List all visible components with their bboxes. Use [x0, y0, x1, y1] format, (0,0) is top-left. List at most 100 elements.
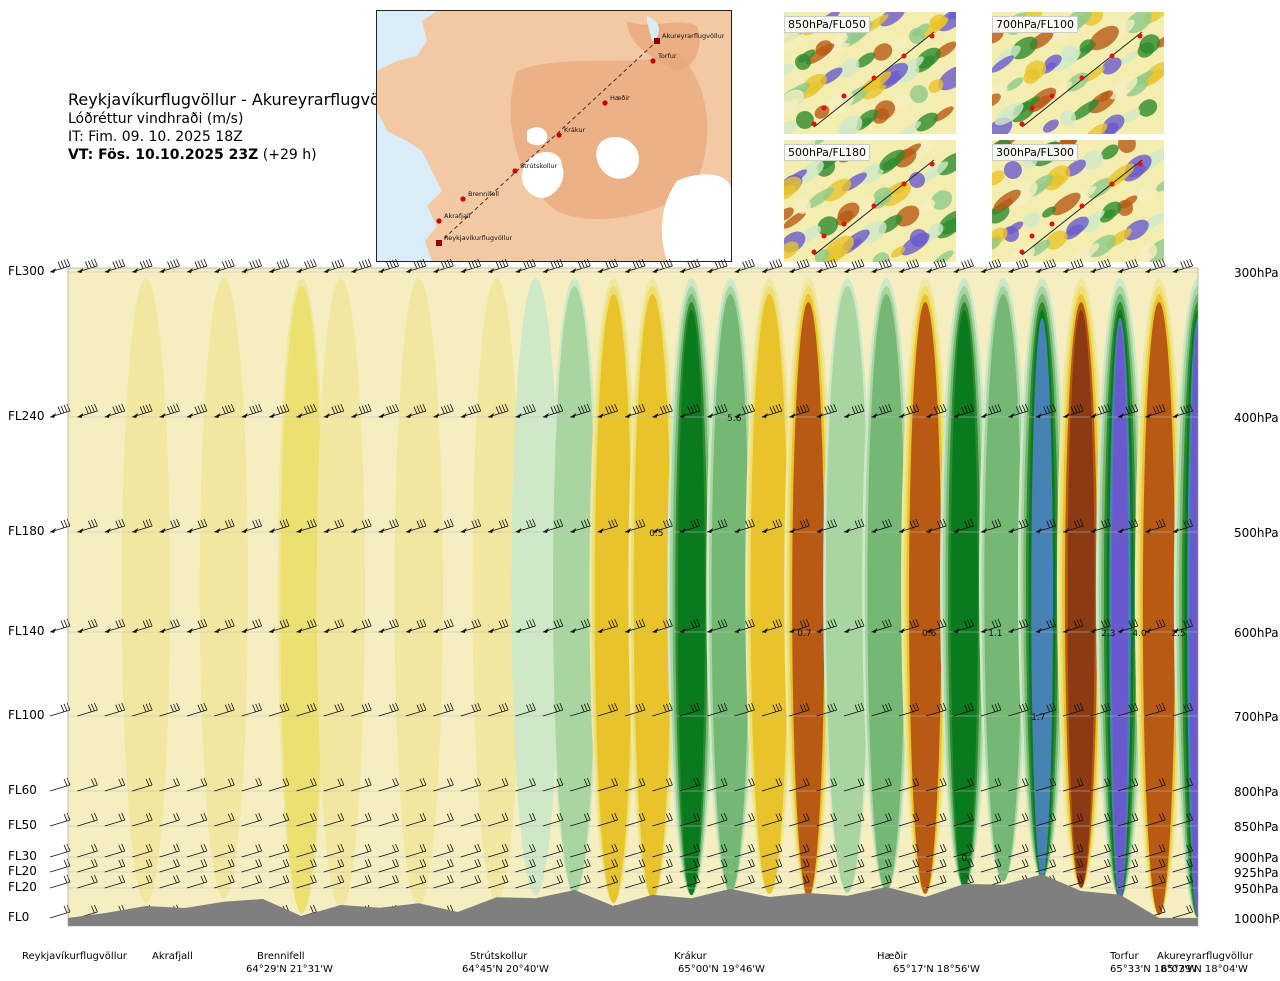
- wind-barb: [734, 858, 755, 873]
- barb-feather: [805, 777, 810, 786]
- barb-pennant: [980, 528, 987, 533]
- barb-feather: [252, 260, 257, 268]
- barb-pennant: [50, 528, 56, 533]
- barb-feather: [939, 859, 944, 868]
- wind-barb: [1008, 702, 1029, 717]
- barb-feather: [255, 844, 260, 853]
- station-name: Akrafjall: [152, 951, 193, 962]
- wind-barb: [1090, 702, 1111, 717]
- barb-feather: [1024, 843, 1029, 852]
- barb-feather: [641, 812, 646, 821]
- barb-feather: [799, 520, 804, 528]
- barb-feather: [1079, 618, 1084, 627]
- barb-feather: [611, 404, 615, 413]
- wind-barb: [351, 858, 372, 873]
- barb-feather: [888, 812, 892, 821]
- barb-feather: [145, 519, 150, 528]
- barb-feather: [888, 843, 892, 852]
- wind-barb: [1090, 403, 1111, 418]
- barb-feather: [142, 405, 147, 413]
- barb-feather: [748, 703, 752, 712]
- panel-label: 700hPa/FL100: [992, 16, 1079, 33]
- barb-feather: [115, 520, 120, 528]
- wind-barb: [159, 777, 180, 792]
- barb-feather: [559, 812, 564, 821]
- wind-barb: [597, 403, 618, 418]
- barb-feather: [666, 619, 670, 628]
- wind-barb: [871, 258, 892, 273]
- barb-feather: [1155, 704, 1160, 712]
- barb-feather: [176, 858, 180, 867]
- barb-feather: [1049, 844, 1054, 853]
- barb-feather: [882, 620, 886, 628]
- barb-feather: [1021, 519, 1026, 528]
- barb-feather: [422, 874, 427, 883]
- barb-feather: [559, 843, 564, 852]
- wind-barb: [871, 874, 892, 889]
- barb-feather: [1104, 259, 1108, 268]
- barb-feather: [830, 519, 835, 528]
- wind-barb: [871, 618, 892, 633]
- barb-feather: [1076, 404, 1081, 413]
- barb-feather: [200, 404, 205, 413]
- barb-feather: [885, 519, 889, 528]
- barb-feather: [145, 404, 150, 413]
- field-blob: [1043, 54, 1062, 70]
- barb-feather: [252, 405, 257, 413]
- barb-feather: [203, 858, 208, 867]
- barb-feather: [419, 619, 424, 628]
- barb-pennant: [214, 528, 221, 533]
- barb-feather: [559, 702, 564, 711]
- barb-feather: [255, 875, 260, 884]
- wind-barb: [542, 403, 564, 418]
- wind-barb: [104, 258, 126, 273]
- barb-feather: [1104, 519, 1108, 528]
- barb-feather: [991, 704, 996, 712]
- wind-barb: [1117, 258, 1139, 273]
- barb-feather: [422, 858, 427, 867]
- waypoint-marker: [512, 168, 518, 174]
- barb-feather: [176, 403, 180, 412]
- barb-feather: [1128, 704, 1133, 712]
- barb-pennant: [1090, 268, 1097, 273]
- wind-barb: [132, 403, 153, 418]
- field-blob: [1070, 99, 1100, 121]
- barb-feather: [88, 704, 92, 712]
- wind-barb: [843, 843, 865, 858]
- barb-feather: [419, 404, 424, 413]
- wind-barb: [515, 812, 536, 827]
- wind-barb: [186, 702, 208, 717]
- pressure-tick: 400hPa: [1234, 411, 1279, 425]
- wind-barb: [898, 618, 920, 633]
- barb-feather: [723, 812, 728, 821]
- barb-feather: [446, 404, 451, 413]
- wind-barb: [460, 518, 482, 533]
- wind-barb: [323, 702, 345, 717]
- wind-barb: [351, 812, 372, 827]
- barb-feather: [1079, 518, 1084, 527]
- barb-feather: [176, 812, 180, 821]
- barb-feather: [1161, 702, 1166, 711]
- barb-feather: [477, 812, 482, 821]
- field-blob: [1107, 163, 1135, 185]
- wind-barb: [1172, 618, 1193, 633]
- barb-feather: [638, 778, 643, 787]
- barb-feather: [611, 259, 615, 268]
- barb-feather: [961, 406, 965, 414]
- barb-feather: [529, 619, 533, 628]
- barb-pennant: [953, 628, 960, 633]
- barb-pennant: [186, 628, 193, 633]
- station-name: Hæðir: [877, 951, 908, 962]
- barb-pennant: [351, 528, 358, 533]
- wind-barb: [926, 874, 947, 889]
- barb-pennant: [488, 413, 495, 418]
- field-blob: [1006, 221, 1024, 235]
- barb-feather: [227, 404, 232, 413]
- pressure-tick: 700hPa: [1234, 710, 1279, 724]
- barb-feather: [468, 261, 473, 269]
- barb-feather: [748, 859, 752, 868]
- barb-feather: [669, 518, 673, 527]
- wind-barb: [843, 403, 865, 418]
- barb-feather: [230, 518, 235, 527]
- barb-feather: [775, 875, 780, 884]
